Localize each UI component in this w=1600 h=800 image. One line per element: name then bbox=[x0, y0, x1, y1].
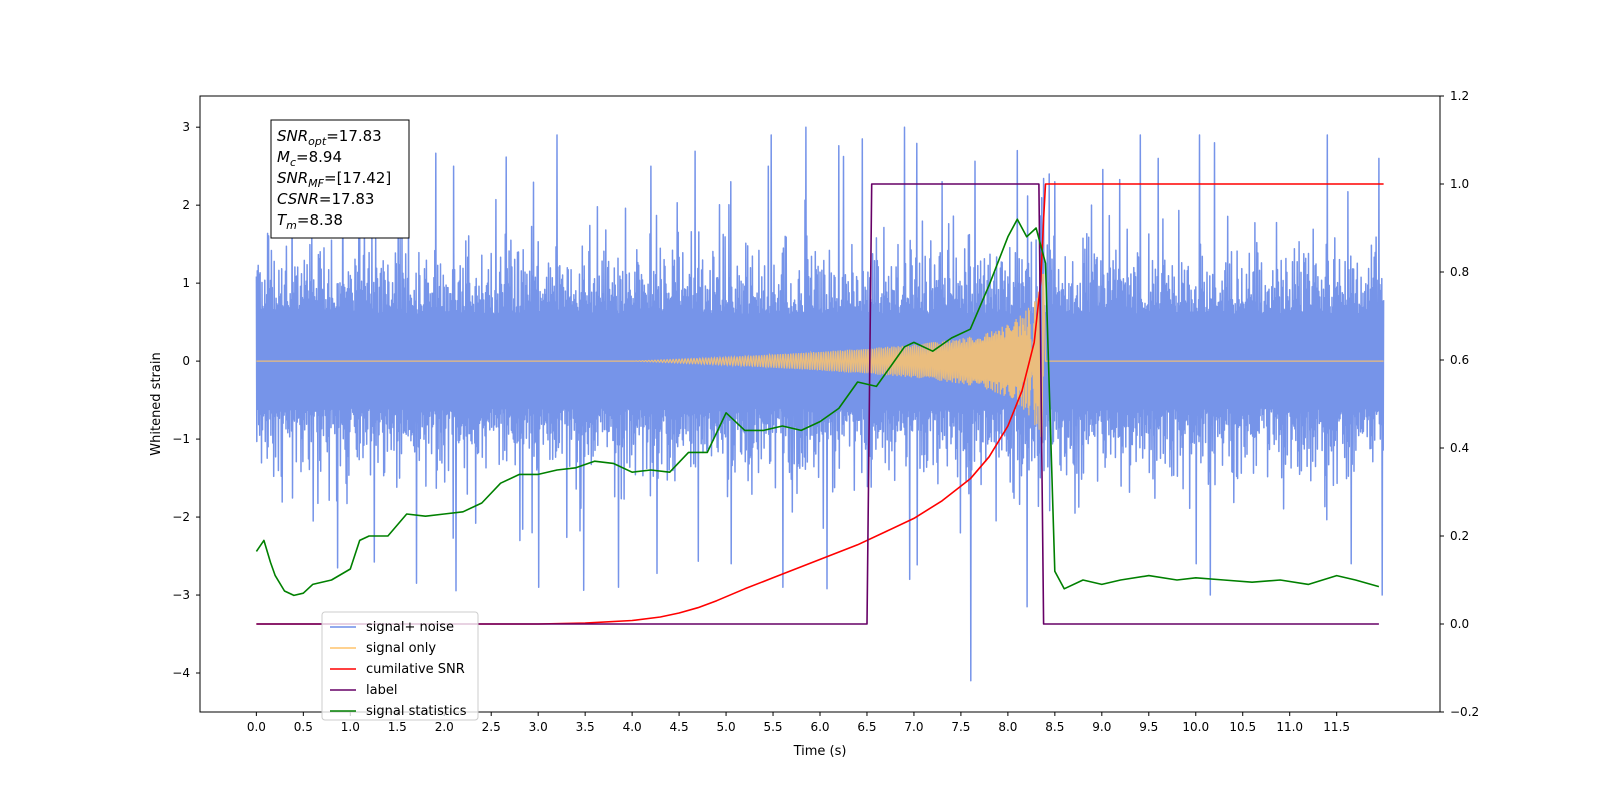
x-tick-label: 0.5 bbox=[294, 720, 313, 734]
y-right-tick-label: 0.0 bbox=[1450, 617, 1469, 631]
legend-frame bbox=[321, 611, 479, 721]
x-tick-label: 4.5 bbox=[670, 720, 689, 734]
stats-line: Tm=8.38 bbox=[277, 211, 343, 232]
x-tick-label: 1.5 bbox=[388, 720, 407, 734]
x-tick-label: 6.5 bbox=[857, 720, 876, 734]
y-tick-label: 1 bbox=[182, 276, 190, 290]
stats-line: SNRMF=[17.42] bbox=[277, 169, 391, 190]
x-tick-label: 7.0 bbox=[904, 720, 923, 734]
plot-area bbox=[255, 126, 1385, 682]
y-tick-label: −1 bbox=[172, 432, 190, 446]
x-tick-label: 8.5 bbox=[1045, 720, 1064, 734]
legend-label: label bbox=[366, 683, 397, 698]
y-right-tick-label: −0.2 bbox=[1450, 705, 1479, 719]
y-axis-label: Whitened strain bbox=[149, 352, 164, 455]
stats-line: CSNR=17.83 bbox=[277, 190, 374, 208]
x-tick-label: 5.0 bbox=[717, 720, 736, 734]
stats-line: Mc=8.94 bbox=[277, 148, 342, 169]
x-tick-label: 6.0 bbox=[810, 720, 829, 734]
legend-label: cumilative SNR bbox=[366, 662, 465, 677]
x-tick-label: 9.5 bbox=[1139, 720, 1158, 734]
y-tick-label: 3 bbox=[182, 120, 190, 134]
x-tick-label: 4.0 bbox=[623, 720, 642, 734]
x-tick-label: 1.0 bbox=[341, 720, 360, 734]
ticks: 0.0 0.5 1.0 1.5 2.0 2.5 3.0 3.5 4.0 4.5 5.0 5.5 6.0 6… bbox=[172, 89, 1479, 734]
stats-line: SNRopt=17.83 bbox=[277, 127, 382, 148]
x-tick-label: 8.0 bbox=[998, 720, 1017, 734]
x-tick-label: 0.0 bbox=[247, 720, 266, 734]
series-cumulative-snr bbox=[256, 183, 1384, 625]
y-right-tick-label: 0.4 bbox=[1450, 441, 1469, 455]
y-right-tick-label: 1.0 bbox=[1450, 177, 1469, 191]
y-tick-label: −2 bbox=[172, 510, 190, 524]
y-right-tick-label: 0.2 bbox=[1450, 529, 1469, 543]
legend: signal+ noise signal only cumilative SNR la… bbox=[321, 611, 479, 721]
y-tick-label: 0 bbox=[182, 354, 190, 368]
legend-label: signal statistics bbox=[366, 704, 467, 719]
x-tick-label: 3.0 bbox=[529, 720, 548, 734]
x-tick-label: 9.0 bbox=[1092, 720, 1111, 734]
y-right-tick-label: 0.6 bbox=[1450, 353, 1469, 367]
y-right-tick-label: 0.8 bbox=[1450, 265, 1469, 279]
series-signal-noise bbox=[255, 126, 1385, 682]
legend-label: signal only bbox=[366, 641, 436, 656]
x-tick-label: 3.5 bbox=[576, 720, 595, 734]
stats-box-frame bbox=[270, 119, 410, 239]
stats-box: SNRopt=17.83Mc=8.94SNRMF=[17.42]CSNR=17.… bbox=[270, 119, 410, 239]
x-tick-label: 2.0 bbox=[435, 720, 454, 734]
x-tick-label: 11.5 bbox=[1323, 720, 1350, 734]
x-tick-label: 5.5 bbox=[763, 720, 782, 734]
x-tick-label: 7.5 bbox=[951, 720, 970, 734]
x-tick-label: 2.5 bbox=[482, 720, 501, 734]
series-signal-statistics bbox=[255, 218, 1380, 597]
y-tick-label: −3 bbox=[172, 588, 190, 602]
y-tick-label: −4 bbox=[172, 666, 190, 680]
y-right-tick-label: 1.2 bbox=[1450, 89, 1469, 103]
x-tick-label: 11.0 bbox=[1276, 720, 1303, 734]
x-axis-label: Time (s) bbox=[793, 744, 847, 759]
legend-label: signal+ noise bbox=[366, 620, 454, 635]
series-label bbox=[256, 183, 1379, 625]
x-tick-label: 10.5 bbox=[1229, 720, 1256, 734]
y-tick-label: 2 bbox=[182, 198, 190, 212]
series-signal-only bbox=[256, 273, 1384, 445]
x-tick-label: 10.0 bbox=[1182, 720, 1209, 734]
